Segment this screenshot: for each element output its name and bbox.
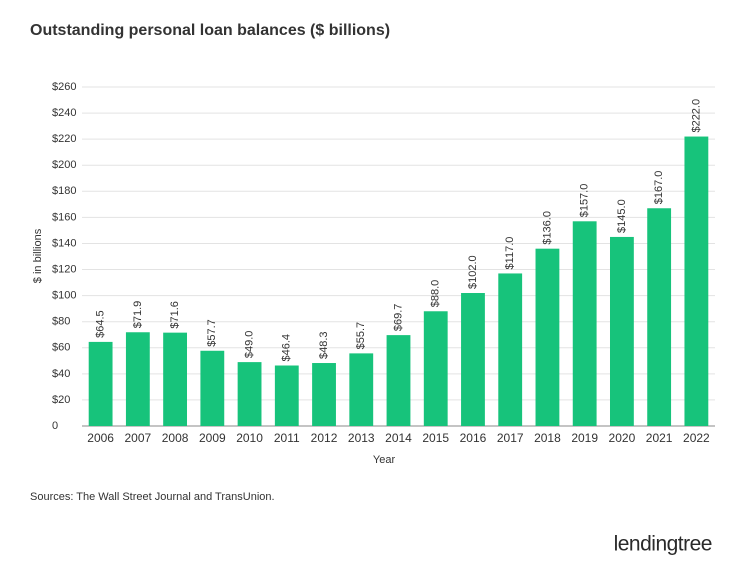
value-label: $46.4	[281, 334, 293, 362]
bar	[461, 293, 485, 426]
x-tick-label: 2007	[125, 431, 152, 445]
bar	[125, 332, 150, 426]
bar	[200, 350, 225, 426]
chart-title: Outstanding personal loan balances ($ bi…	[30, 22, 390, 39]
y-tick-label: 0	[52, 420, 58, 432]
x-tick-label: 2022	[683, 431, 710, 445]
bar	[274, 365, 299, 426]
y-tick-label: $80	[52, 316, 70, 328]
x-tick-label: 2020	[609, 431, 636, 445]
y-tick-label: $120	[52, 263, 76, 275]
x-tick-label: 2019	[571, 431, 598, 445]
x-tick-label: 2008	[162, 431, 189, 445]
y-tick-label: $100	[52, 290, 76, 302]
x-tick-label: 2013	[348, 431, 375, 445]
value-label: $64.5	[95, 310, 107, 338]
x-tick-label: 2010	[236, 431, 263, 445]
value-label: $71.6	[169, 301, 181, 329]
y-tick-label: $200	[52, 159, 76, 171]
bar	[349, 353, 374, 426]
bar	[647, 208, 672, 426]
x-axis-label: Year	[373, 454, 396, 466]
y-tick-label: $20	[52, 394, 70, 406]
value-label: $69.7	[392, 304, 404, 332]
y-tick-label: $140	[52, 237, 76, 249]
bar	[386, 335, 411, 426]
y-tick-label: $240	[52, 107, 76, 119]
y-tick-label: $60	[52, 342, 70, 354]
value-label: $157.0	[579, 184, 591, 218]
x-tick-label: 2014	[385, 431, 412, 445]
x-tick-label: 2017	[497, 431, 524, 445]
value-label: $102.0	[467, 255, 479, 289]
y-tick-label: $160	[52, 211, 76, 223]
value-label: $55.7	[355, 322, 367, 350]
x-tick-label: 2012	[311, 431, 338, 445]
bar	[423, 311, 448, 426]
y-tick-label: $260	[52, 81, 76, 93]
x-tick-label: 2016	[460, 431, 487, 445]
y-tick-label: $180	[52, 185, 76, 197]
y-tick-label: $220	[52, 133, 76, 145]
value-label: $167.0	[653, 171, 665, 205]
bar	[572, 221, 597, 426]
bar	[609, 236, 634, 426]
bar	[163, 332, 188, 426]
source-note: Sources: The Wall Street Journal and Tra…	[30, 491, 275, 503]
value-label: $57.7	[206, 319, 218, 347]
logo: lendingtree	[614, 533, 712, 556]
value-label: $136.0	[541, 211, 553, 245]
value-label: $49.0	[243, 331, 255, 359]
x-tick-label: 2015	[422, 431, 449, 445]
x-tick-label: 2021	[646, 431, 673, 445]
value-label: $117.0	[504, 237, 516, 270]
x-tick-label: 2009	[199, 431, 226, 445]
x-tick-label: 2006	[87, 431, 114, 445]
value-label: $222.0	[690, 99, 702, 133]
x-tick-label: 2018	[534, 431, 561, 445]
bar	[535, 248, 560, 426]
bar	[237, 362, 262, 426]
value-label: $71.9	[132, 301, 144, 329]
value-label: $48.3	[318, 331, 330, 359]
y-axis-label: $ in billions	[32, 228, 44, 283]
x-tick-label: 2011	[274, 431, 300, 445]
value-label: $88.0	[430, 280, 442, 308]
bar	[498, 273, 523, 426]
bar	[312, 363, 336, 426]
value-label: $145.0	[616, 199, 628, 233]
y-tick-label: $40	[52, 368, 70, 380]
bar	[684, 136, 709, 427]
bar	[88, 341, 113, 426]
